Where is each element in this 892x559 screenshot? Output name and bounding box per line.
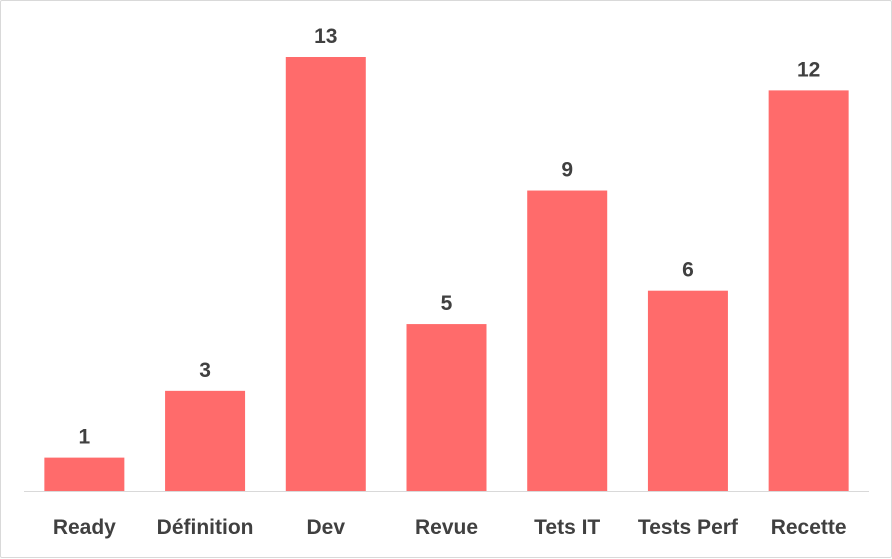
x-tick-label: Tets IT <box>534 516 600 539</box>
bars-group <box>44 57 849 492</box>
bar-ready <box>44 457 125 491</box>
x-tick-label: Définition <box>157 516 254 539</box>
x-tick-label: Tests Perf <box>638 516 739 539</box>
x-tick-label: Revue <box>415 516 478 539</box>
data-label: 12 <box>797 58 820 81</box>
data-label: 5 <box>441 292 453 315</box>
x-tick-label: Ready <box>53 516 116 539</box>
x-tick-label: Recette <box>771 516 847 539</box>
bar-d-finition <box>165 390 246 491</box>
data-label: 9 <box>561 159 573 182</box>
x-tick-labels-group: Ready Définition Dev Revue Tets IT Tests Perf… <box>53 516 847 539</box>
data-label: 6 <box>682 259 694 282</box>
bar-dev <box>285 57 366 491</box>
x-tick-label: Dev <box>307 516 346 539</box>
bar-recette <box>768 90 849 491</box>
data-label: 3 <box>199 359 211 382</box>
data-label: 13 <box>314 25 337 48</box>
bar-revue <box>406 324 487 491</box>
bar-tests-perf <box>647 290 728 491</box>
bar-tets-it <box>527 190 608 492</box>
data-label: 1 <box>79 426 91 449</box>
